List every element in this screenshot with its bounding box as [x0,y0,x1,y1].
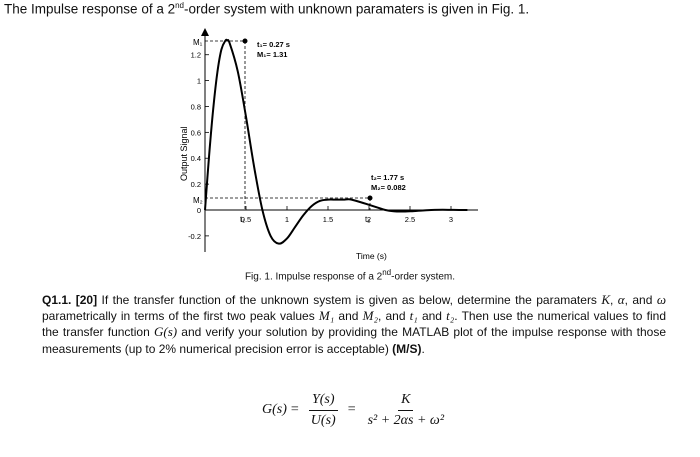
symbol-t1: t₁ [409,308,418,324]
impulse-response-curve [204,38,468,245]
question-tag: (M/S) [392,341,422,356]
m1-axis-marker: M₁ [193,38,203,47]
question-part: If the transfer function of the unknown … [97,293,602,307]
io-fraction: Y(s) U(s) [308,392,339,429]
y-axis-arrow [201,28,209,36]
symbol-k: K [601,292,611,307]
question-text: Q1.1. [20] If the transfer function of t… [42,292,666,357]
y-tick-label: 0.2 [191,180,201,189]
question-part: parametrically in terms of the first two… [42,309,319,324]
y-tick-label: 1.2 [191,51,201,60]
equals-sign: = [290,402,299,417]
question-part: and [334,309,363,324]
symbol-m2: M₂ [362,308,378,324]
question-part: . Then use the numerical values to find … [42,309,666,340]
y-tick-label: 0 [197,206,201,215]
figure-caption: Fig. 1. Impulse response of a 2nd-order … [0,268,700,282]
y-tick-label: 0.8 [191,102,201,111]
y-tick-label: 0.4 [191,154,201,163]
y-ticks: 1.2 1 0.8 0.6 0.4 0.2 0 -0.2 [188,51,209,241]
fraction-denominator: U(s) [310,412,336,428]
t1-axis-marker: t₁ [240,215,245,224]
question-part: , and [624,293,657,307]
x-tick-label: 2.5 [405,215,415,224]
symbol-gs: G(s) [153,324,178,340]
fraction-numerator: K [398,392,414,411]
equation-lhs: G(s) [262,402,287,417]
question-part: . [421,341,425,356]
y-tick-label: 1 [197,77,201,86]
peak1-value-annotation: M₁= 1.31 [257,50,287,59]
peak2-value-annotation: M₂= 0.082 [371,183,406,192]
peak2-time-annotation: t₂= 1.77 s [371,173,404,182]
x-tick-label: 1 [285,215,289,224]
symbol-t2: t₂ [446,308,455,324]
t2-axis-marker: t₂ [365,215,370,224]
question-label: Q1.1. [20] [42,293,98,307]
x-ticks: 0.5 1 1.5 2 2.5 3 [241,206,453,224]
caption-text: Fig. 1. Impulse response of a 2 [244,271,383,283]
caption-superscript: nd [382,268,392,277]
question-part: , [610,293,618,307]
symbol-m1: M₁ [318,308,335,324]
page-title: The Impulse response of a 2nd-order syst… [4,1,529,17]
fraction-numerator: Y(s) [308,392,338,411]
y-tick-label: -0.2 [188,232,201,241]
peak1-marker [242,38,248,44]
x-tick-label: 2 [367,215,371,224]
peak1-time-annotation: t₁= 0.27 s [257,40,290,49]
y-axis-label: Output Signal [179,126,189,181]
x-tick-label: 1.5 [323,215,333,224]
caption-text-end: -order system. [391,271,456,283]
equals-sign: = [347,402,356,417]
x-tick-label: 0.5 [241,215,251,224]
x-tick-label: 3 [449,215,453,224]
title-text-end: -order system with unknown paramaters is… [184,1,530,17]
transfer-fraction: K s² + 2αs + ω² [365,392,447,429]
title-text: The Impulse response of a 2 [4,1,176,17]
question-part: and [417,309,447,324]
symbol-omega: ω [656,292,667,307]
question-part: , and [377,309,410,324]
peak2-marker [367,195,373,201]
impulse-response-figure: 1.2 1 0.8 0.6 0.4 0.2 0 -0.2 0.5 1 1.5 2 2.5 3 Outpu… [179,28,478,261]
question-part: and verify your solution by providing th… [42,325,666,356]
y-tick-label: 0.6 [191,128,201,137]
fraction-denominator: s² + 2αs + ω² [367,412,445,428]
transfer-function-equation: G(s) = Y(s) U(s) = K s² + 2αs + ω² [262,386,452,434]
symbol-alpha: α [617,292,625,307]
x-axis-label: Time (s) [356,251,387,261]
m2-axis-marker: M₂ [193,196,203,205]
title-superscript: nd [175,1,185,10]
